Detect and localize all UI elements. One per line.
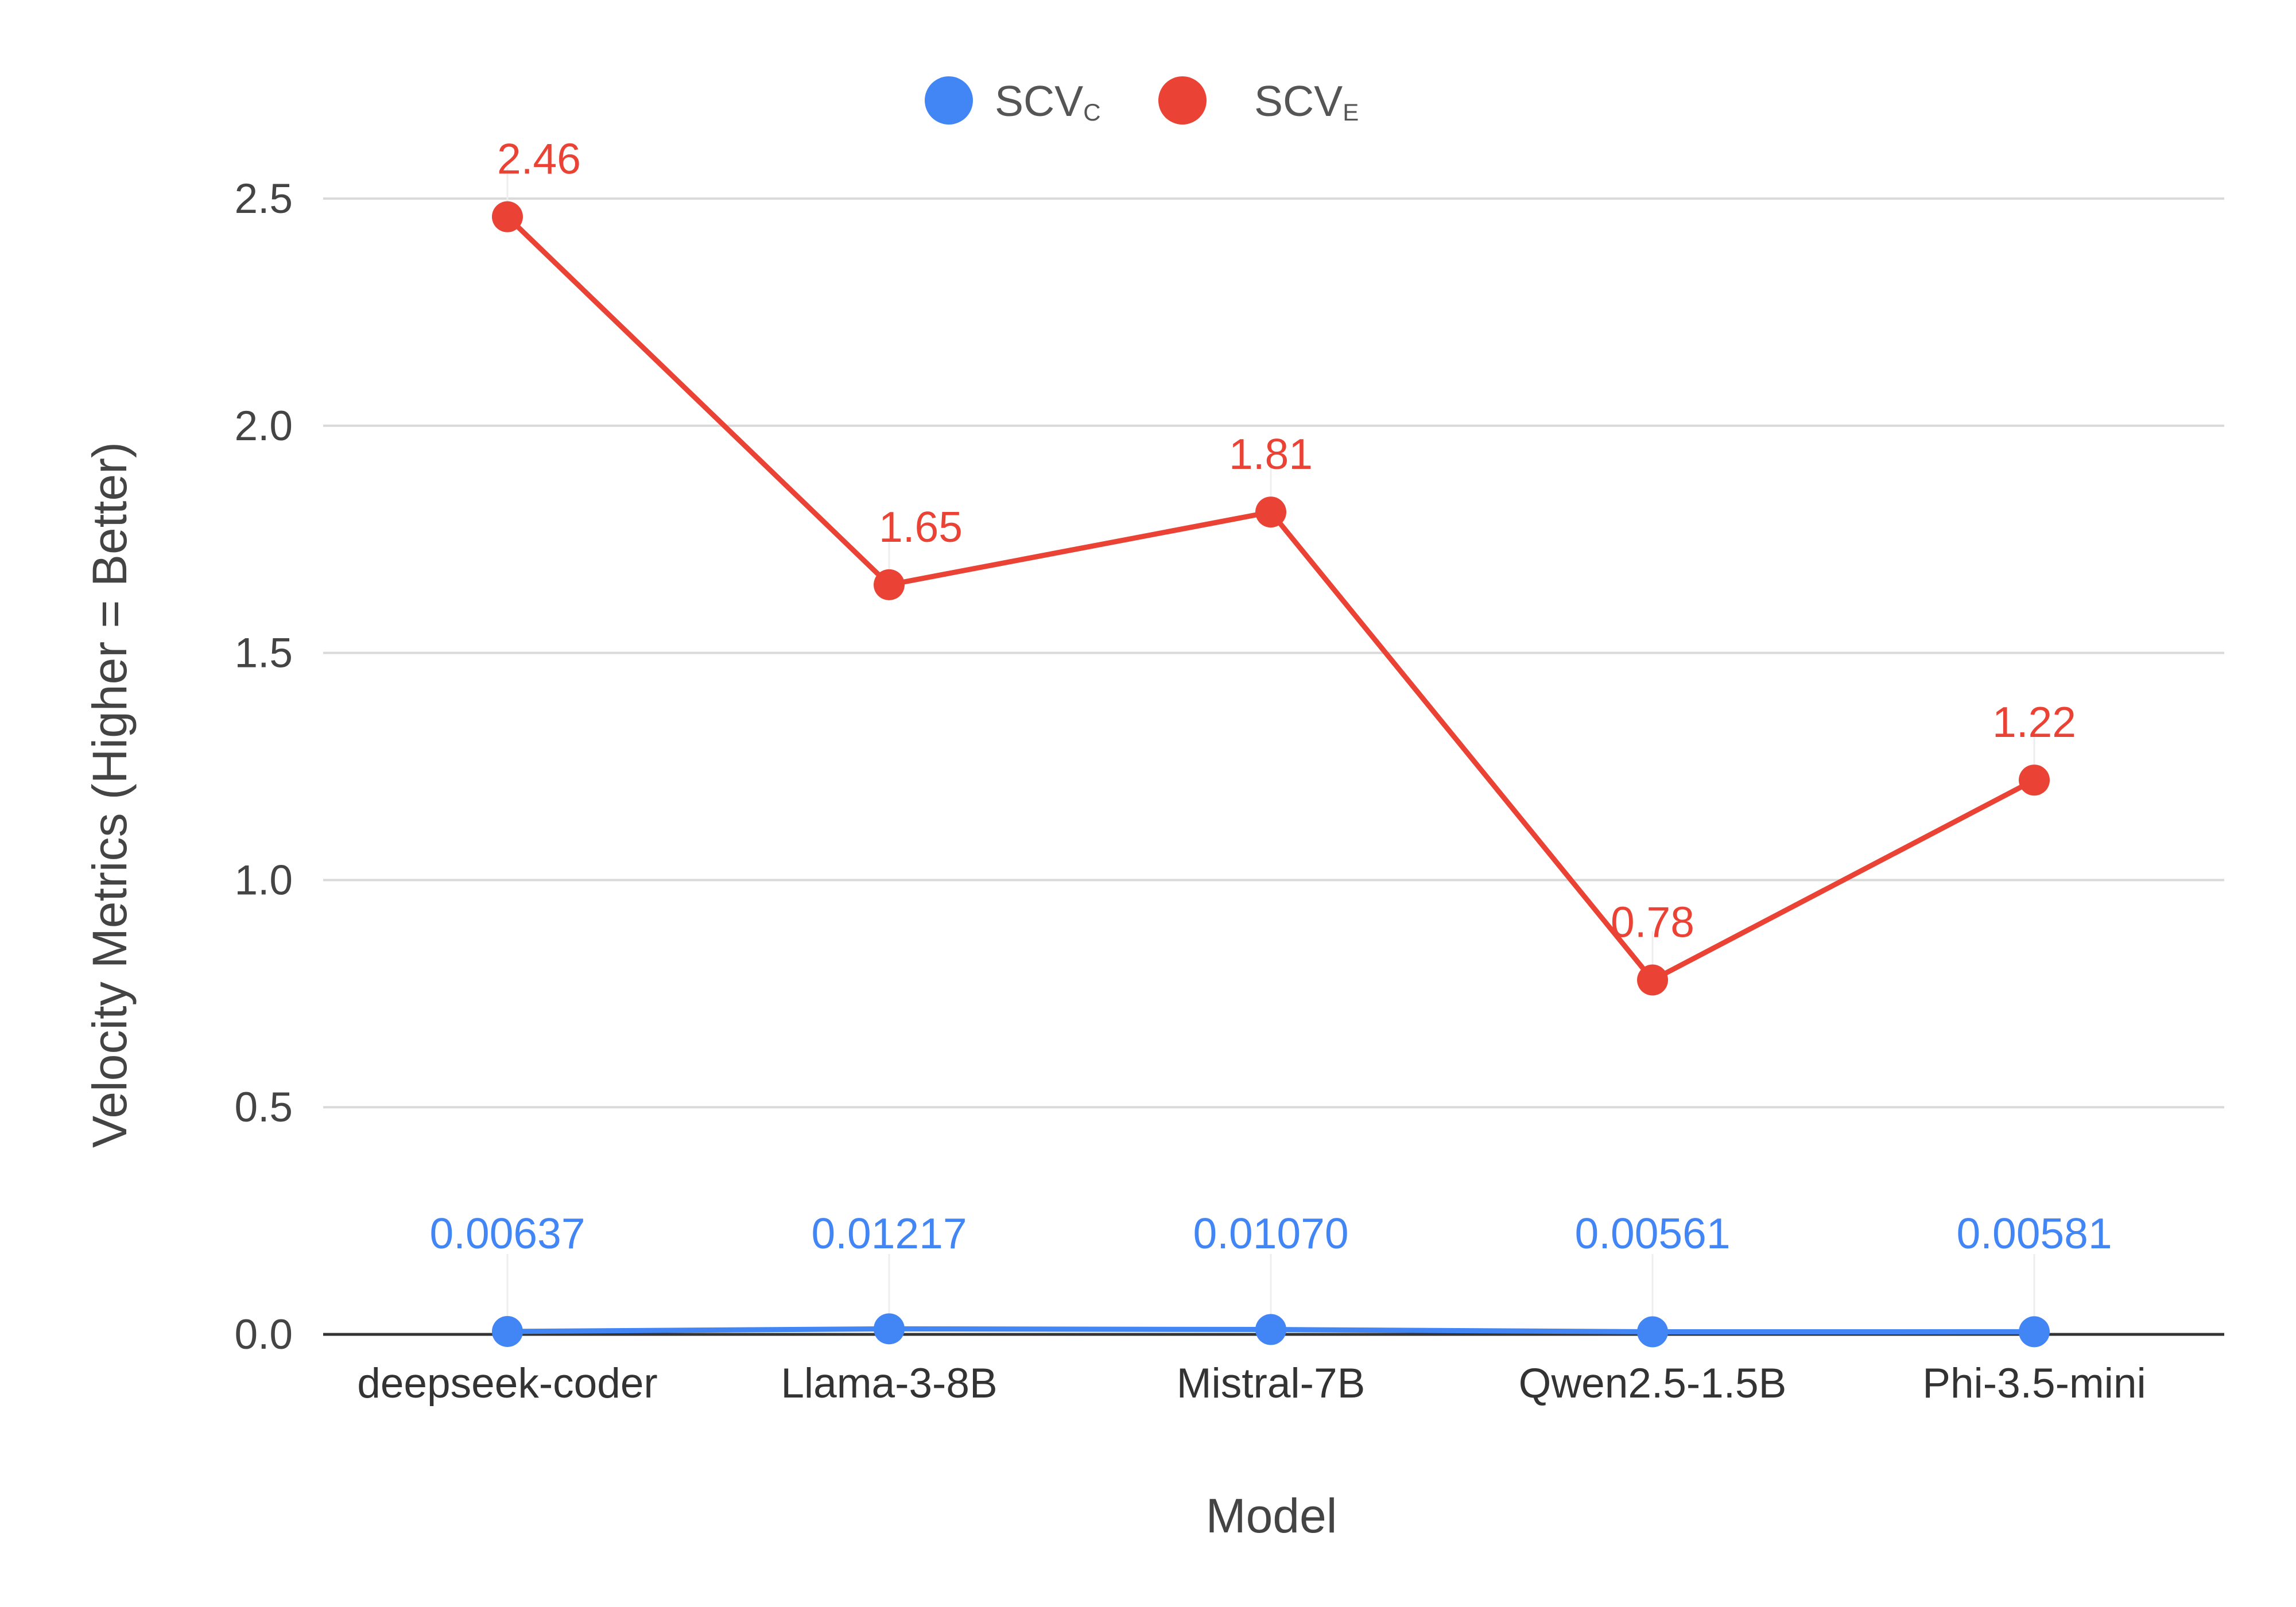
data-label: 0.01070 xyxy=(1193,1209,1348,1257)
legend: SCVC SCVE xyxy=(925,76,1359,126)
y-tick-label: 2.0 xyxy=(235,403,293,449)
data-label: 0.00581 xyxy=(1956,1209,2112,1257)
series-SCV_C xyxy=(492,1254,2050,1348)
legend-label-subscript: E xyxy=(1343,99,1359,126)
data-point xyxy=(874,569,905,600)
data-label: 1.81 xyxy=(1229,430,1313,478)
y-tick-label: 0.5 xyxy=(235,1084,293,1131)
y-tick-label: 1.0 xyxy=(235,857,293,903)
x-tick-label: Qwen2.5-1.5B xyxy=(1519,1360,1787,1407)
x-tick-label: Llama-3-8B xyxy=(781,1360,997,1407)
x-axis-title: Model xyxy=(1206,1489,1337,1543)
data-point xyxy=(1637,1316,1668,1348)
x-tick-label: Phi-3.5-mini xyxy=(1922,1360,2146,1407)
series-line xyxy=(505,214,2037,983)
x-axis-tick-labels: deepseek-coder Llama-3-8B Mistral-7B Qwen2.… xyxy=(357,1360,2146,1407)
data-label: 0.00561 xyxy=(1574,1209,1730,1257)
data-point xyxy=(1637,964,1668,996)
y-tick-label: 0.0 xyxy=(235,1311,293,1358)
data-point xyxy=(2019,1316,2050,1348)
y-axis-tick-labels: 0.0 0.5 1.0 1.5 2.0 2.5 xyxy=(235,176,293,1358)
data-point xyxy=(492,1315,523,1347)
data-label: 1.22 xyxy=(1992,698,2076,746)
data-point xyxy=(492,201,523,232)
series-layer xyxy=(492,168,2050,1348)
data-label: 0.78 xyxy=(1611,898,1694,946)
data-label: 0.01217 xyxy=(811,1209,967,1257)
gridlines xyxy=(323,197,2224,1109)
data-label: 0.00637 xyxy=(429,1209,585,1257)
data-point xyxy=(1255,1314,1286,1345)
x-tick-label: Mistral-7B xyxy=(1177,1360,1366,1407)
data-point xyxy=(1255,496,1286,528)
data-label: 1.65 xyxy=(879,503,963,551)
legend-marker xyxy=(925,76,973,125)
y-axis-title: Velocity Metrics (Higher = Better) xyxy=(83,442,137,1148)
legend-label: SCVC xyxy=(995,77,1101,126)
x-tick-label: deepseek-coder xyxy=(357,1360,658,1407)
legend-item: SCVE xyxy=(1158,76,1359,126)
legend-item: SCVC xyxy=(925,76,1101,126)
data-point xyxy=(874,1313,905,1345)
legend-label-subscript: C xyxy=(1083,99,1100,126)
y-tick-label: 2.5 xyxy=(235,176,293,222)
legend-label: SCVE xyxy=(1254,77,1359,126)
series-SCV_E xyxy=(492,168,2050,996)
y-tick-label: 1.5 xyxy=(235,630,293,677)
data-point xyxy=(2019,764,2050,796)
data-label: 2.46 xyxy=(497,135,581,183)
legend-marker xyxy=(1158,76,1207,125)
data-labels: 0.00637 0.01217 0.01070 0.00561 0.00581 2.46 1… xyxy=(429,135,2112,1257)
